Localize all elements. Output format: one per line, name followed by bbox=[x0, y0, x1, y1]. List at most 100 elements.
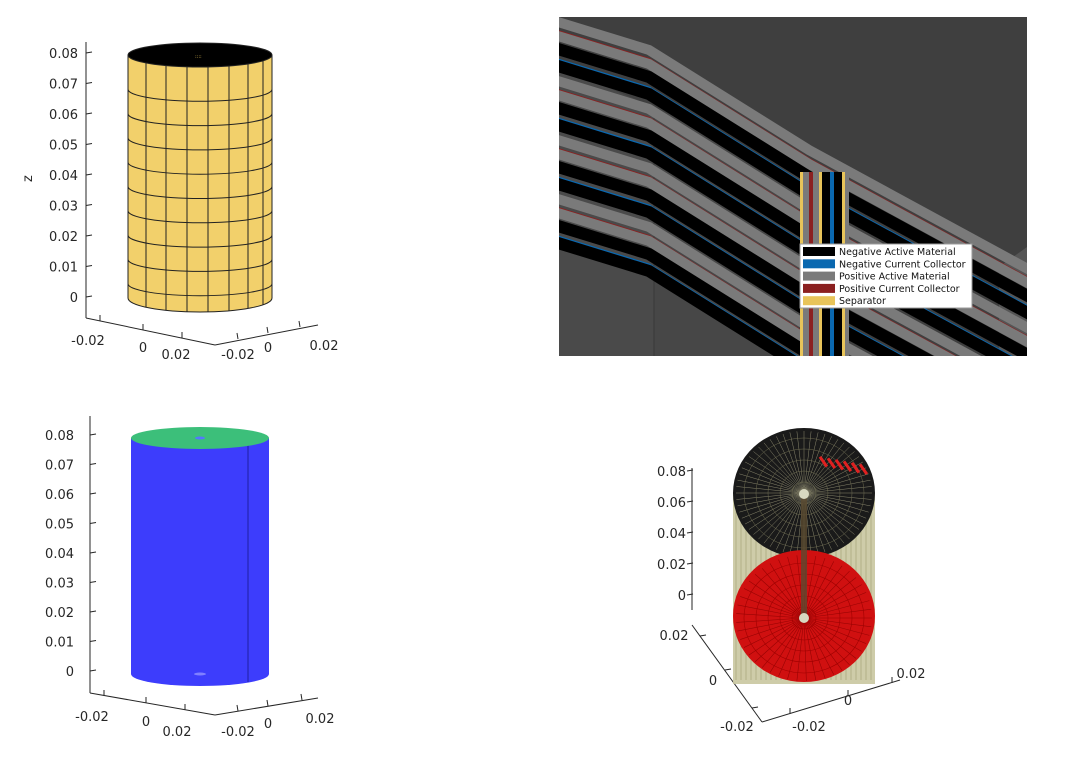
spiral-ray bbox=[803, 617, 872, 628]
spiral-ray bbox=[782, 433, 805, 494]
y-tick bbox=[266, 326, 269, 334]
spiral-ray bbox=[753, 451, 805, 494]
y-tick bbox=[236, 332, 239, 340]
z-tick bbox=[85, 295, 93, 298]
z-tick bbox=[89, 433, 97, 436]
spiral-ray bbox=[803, 486, 872, 494]
spiral-ray bbox=[803, 492, 850, 540]
spiral-ray bbox=[736, 486, 805, 494]
x-tick-label: -0.02 bbox=[71, 334, 105, 349]
y-axis bbox=[214, 324, 319, 346]
spiral-ray bbox=[776, 436, 805, 494]
spiral-ray bbox=[803, 492, 832, 550]
grid-ring bbox=[128, 259, 272, 272]
spiral-ray bbox=[803, 608, 872, 619]
y-tick bbox=[298, 320, 301, 328]
spiral-ray bbox=[803, 492, 845, 544]
spiral-ray bbox=[737, 492, 805, 507]
rod-top bbox=[799, 489, 809, 499]
spiral-ray bbox=[803, 492, 860, 530]
spiral-ray bbox=[778, 617, 805, 677]
z-tick bbox=[89, 492, 97, 495]
x-tick bbox=[751, 706, 759, 709]
spiral-ray bbox=[763, 492, 805, 544]
spiral-ray bbox=[769, 617, 805, 673]
spiral-ray bbox=[803, 617, 850, 666]
spiral-ray bbox=[758, 446, 805, 494]
spiral-ray bbox=[803, 492, 867, 519]
cylinder-side bbox=[127, 54, 273, 313]
z-tick-label: 0.06 bbox=[49, 108, 78, 123]
legend-swatch bbox=[803, 296, 835, 306]
z-axis-label: z bbox=[21, 175, 36, 182]
spiral-ray bbox=[748, 456, 805, 494]
spiral-ray bbox=[803, 451, 855, 494]
spiral-ray bbox=[803, 479, 871, 494]
y-tick-label: -0.02 bbox=[221, 348, 255, 363]
layer-band bbox=[559, 237, 797, 356]
y-tick-label: 0.02 bbox=[897, 667, 926, 682]
spiral-ray bbox=[769, 563, 805, 619]
spiral-ray bbox=[736, 617, 805, 623]
y-tick-label: 0 bbox=[264, 341, 272, 356]
spiral-ray bbox=[776, 492, 805, 550]
tab-marker bbox=[818, 455, 829, 468]
spiral-ray bbox=[763, 442, 805, 494]
spiral-ray bbox=[803, 467, 867, 494]
z-tick-label: 0 bbox=[678, 589, 686, 604]
spiral-ray bbox=[803, 442, 845, 494]
tab-marker bbox=[834, 458, 845, 471]
legend-label: Separator bbox=[839, 296, 886, 307]
spiral-ray bbox=[803, 436, 832, 494]
spiral-ray bbox=[803, 617, 817, 681]
layer-band bbox=[559, 119, 1011, 356]
y-tick-label: 0 bbox=[264, 717, 272, 732]
spiral-ray bbox=[803, 561, 835, 619]
z-tick bbox=[89, 640, 97, 642]
x-tick-label: -0.02 bbox=[75, 710, 109, 725]
z-tick bbox=[686, 593, 694, 596]
spiral-ray bbox=[803, 570, 850, 619]
z-tick bbox=[85, 51, 93, 54]
layer-band bbox=[559, 31, 1027, 289]
spiral-ray bbox=[758, 492, 805, 540]
z-tick-label: 0.04 bbox=[657, 527, 686, 542]
spiral-ray bbox=[803, 433, 826, 494]
spiral-ray bbox=[803, 492, 871, 507]
spiral-ray bbox=[803, 492, 826, 553]
z-tick-label: 0.07 bbox=[49, 78, 78, 93]
z-tick bbox=[89, 463, 97, 465]
z-tick bbox=[85, 204, 93, 206]
y-tick-label: 0.02 bbox=[306, 712, 335, 727]
spiral-ray bbox=[782, 492, 805, 553]
z-tick-label: 0.08 bbox=[45, 429, 74, 444]
cylinder-plot-yellow: 0.08 0.07 0.06 0.05 0.04 0.03 0.02 0.01 0 z -0.0… bbox=[21, 42, 338, 363]
spiral-ray bbox=[753, 492, 805, 535]
x-axis bbox=[89, 692, 216, 716]
spiral-ray bbox=[803, 617, 867, 644]
layer-band bbox=[559, 43, 1027, 303]
spiral-ray bbox=[737, 604, 805, 619]
spiral-ray bbox=[803, 439, 839, 494]
spiral-ray bbox=[803, 492, 864, 525]
x-tick bbox=[724, 668, 732, 671]
spiral-ray bbox=[761, 617, 805, 668]
cylinder-plot-blue: 0.08 0.07 0.06 0.05 0.04 0.03 0.02 0.01 0 -0.02 0… bbox=[45, 416, 335, 740]
spiral-ray bbox=[803, 617, 835, 675]
z-tick-label: 0.06 bbox=[657, 496, 686, 511]
z-tick-label: 0.02 bbox=[49, 230, 78, 245]
spiral-ray bbox=[796, 431, 805, 494]
bottom-marker bbox=[194, 672, 206, 676]
legend-label: Positive Current Collector bbox=[839, 284, 960, 295]
z-tick-label: 0.01 bbox=[45, 636, 74, 651]
y-tick-label: -0.02 bbox=[792, 720, 826, 735]
spiral-ray bbox=[803, 592, 867, 619]
z-tick bbox=[85, 265, 93, 267]
tab-marker bbox=[850, 461, 861, 474]
spiral-ray bbox=[803, 446, 850, 494]
spiral-ray bbox=[796, 617, 805, 681]
layer-band bbox=[559, 17, 1027, 275]
spiral-ray bbox=[803, 492, 839, 547]
y-tick bbox=[300, 693, 303, 701]
layer-band bbox=[559, 178, 903, 356]
